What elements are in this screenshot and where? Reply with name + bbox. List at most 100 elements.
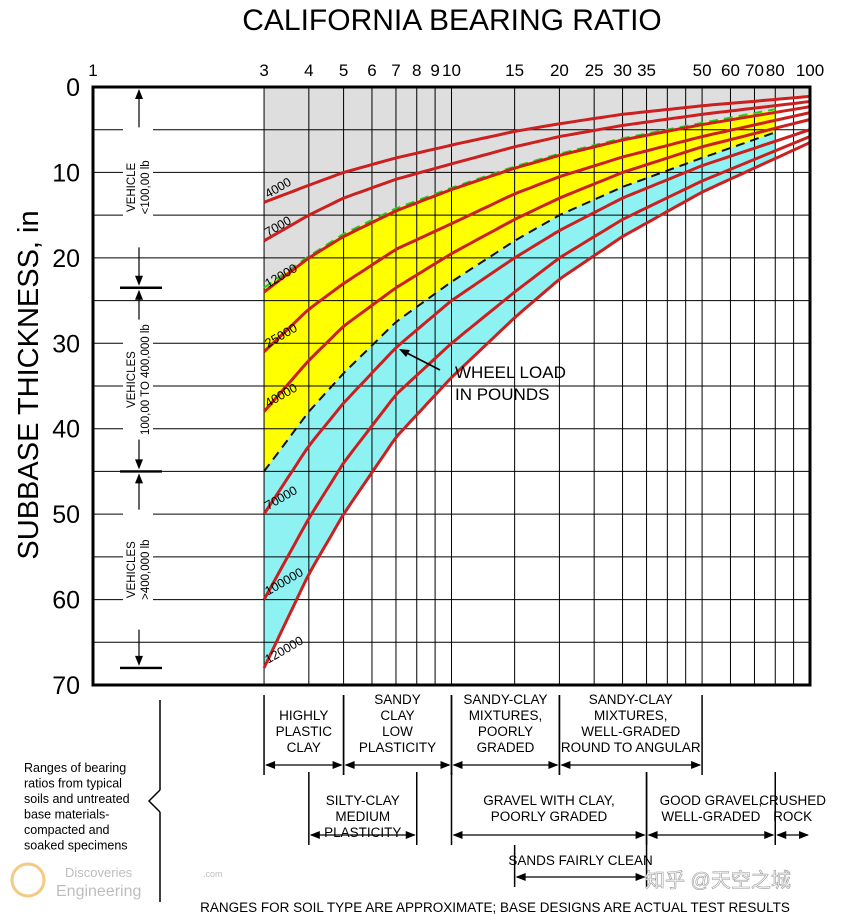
soil-range-label: MEDIUM bbox=[335, 809, 390, 824]
soil-range-arrowhead-left bbox=[515, 873, 526, 881]
range-arrowhead-up bbox=[135, 473, 143, 484]
x-tick-label: 80 bbox=[766, 61, 785, 80]
soil-range-row2: GOOD GRAVEL,WELL-GRADED bbox=[645, 772, 777, 845]
soil-range-label: SANDY bbox=[374, 692, 421, 707]
x-tick-label: 9 bbox=[430, 61, 439, 80]
grid bbox=[93, 87, 811, 685]
soil-range-label: CLAY bbox=[287, 740, 321, 755]
soil-range-label: PLASTICITY bbox=[359, 740, 436, 755]
vehicle-range-line1: VEHICLES bbox=[126, 541, 138, 598]
x-tick-label: 60 bbox=[721, 61, 740, 80]
vehicle-range-label-bg bbox=[123, 127, 153, 248]
y-tick-label: 60 bbox=[52, 587, 80, 615]
soil-range-label: PLASTIC bbox=[276, 724, 333, 739]
vehicle-range-line1: VEHICLES bbox=[126, 351, 138, 408]
x-tick-label: 8 bbox=[412, 61, 421, 80]
soil-range-label: POORLY bbox=[478, 724, 533, 739]
vehicle-range-line2: <100,00 lb bbox=[140, 160, 152, 214]
y-tick-labels: 0 10 20 30 40 50 60 70 bbox=[52, 74, 80, 700]
y-tick-label: 20 bbox=[52, 245, 80, 273]
soil-range-label: GRADED bbox=[477, 740, 535, 755]
soil-range-label: ROUND TO ANGULAR bbox=[561, 740, 701, 755]
vehicle-range-label-bg bbox=[123, 509, 153, 630]
x-tick-label: 5 bbox=[339, 61, 348, 80]
range-arrowhead-up bbox=[135, 89, 143, 99]
soil-range-label: CLAY bbox=[380, 708, 414, 723]
series-line-12000 bbox=[263, 105, 811, 294]
soil-range-row3: SANDS FAIRLY CLEAN bbox=[508, 845, 653, 887]
watermark-left-line1: Discoveries bbox=[65, 865, 133, 880]
soil-range-label: CRUSHED bbox=[759, 793, 826, 808]
soil-range-arrowhead-right bbox=[799, 831, 809, 839]
y-tick-label: 40 bbox=[52, 416, 80, 444]
x-tick-label: 15 bbox=[505, 61, 524, 80]
range-arrowhead-up bbox=[135, 289, 143, 300]
soil-range-arrowhead-left bbox=[560, 761, 571, 769]
series-line-4000 bbox=[263, 94, 811, 204]
note-brace-tip bbox=[147, 789, 161, 813]
boundary-line-400k bbox=[263, 131, 776, 472]
vehicle-range-label-bg bbox=[123, 319, 153, 440]
wheel-load-annotation: WHEEL LOAD IN POUNDS bbox=[399, 349, 566, 404]
soil-range-arrowhead-right bbox=[440, 761, 451, 769]
gray-region bbox=[264, 87, 810, 203]
soil-range-arrowhead-right bbox=[405, 831, 416, 839]
soil-range-label: SANDS FAIRLY CLEAN bbox=[508, 853, 652, 868]
series-line-100000 bbox=[262, 135, 811, 601]
soil-ranges: Ranges of bearing ratios from typicalsoil… bbox=[24, 692, 826, 914]
soil-range-arrowhead-right bbox=[635, 873, 646, 881]
x-tick-label: 100 bbox=[796, 61, 824, 80]
x-tick-label: 7 bbox=[391, 61, 400, 80]
watermark-left: Discoveries .com Engineering bbox=[10, 862, 223, 900]
annotation-line2: IN POUNDS bbox=[455, 385, 549, 404]
soil-range-arrowhead-right bbox=[691, 761, 702, 769]
cyan-region bbox=[264, 132, 776, 668]
soil-note-line: soils and untreated bbox=[24, 792, 130, 806]
soil-range-arrowhead-right bbox=[548, 761, 559, 769]
soil-note-line: compacted and bbox=[24, 823, 110, 837]
x-tick-label: 20 bbox=[550, 61, 569, 80]
soil-range-label: SANDY-CLAY bbox=[589, 692, 673, 707]
soil-range-arrowhead-left bbox=[265, 761, 276, 769]
vehicle-range-line2: >400,000 lb bbox=[140, 539, 152, 599]
soil-range-label: PLASTICITY bbox=[324, 825, 401, 840]
series-line-7000 bbox=[263, 100, 811, 243]
soil-note-line: base materials- bbox=[24, 808, 109, 822]
plot-border bbox=[91, 85, 812, 687]
soil-range-label: GRAVEL WITH CLAY, bbox=[483, 793, 615, 808]
series-line-70000 bbox=[262, 128, 811, 515]
soil-note-line: soaked specimens bbox=[24, 839, 128, 853]
series-line-25000 bbox=[262, 111, 811, 353]
soil-note-line: Ranges of bearing bbox=[24, 761, 126, 775]
yellow-region bbox=[264, 109, 776, 472]
soil-range-label: LOW bbox=[382, 724, 413, 739]
soil-range-label: SILTY-CLAY bbox=[326, 793, 400, 808]
soil-footer-note: RANGES FOR SOIL TYPE ARE APPROXIMATE; BA… bbox=[200, 900, 790, 914]
soil-range-arrowhead-left bbox=[309, 831, 320, 839]
soil-range-row2: GRAVEL WITH CLAY,POORLY GRADED bbox=[450, 772, 648, 845]
soil-range-arrowhead-right bbox=[764, 831, 775, 839]
soil-range-label: HIGHLY bbox=[279, 708, 328, 723]
plot-frame bbox=[91, 85, 812, 687]
watermark-left-suffix: .com bbox=[203, 869, 223, 879]
x-tick-labels: 1 3 4 5 6 7 8 9 10 15 20 25 30 35 50 60 70 80 100 bbox=[88, 61, 824, 80]
range-arrowhead-down bbox=[135, 459, 143, 470]
x-tick-label: 50 bbox=[693, 61, 712, 80]
soil-range-arrowhead-left bbox=[647, 831, 658, 839]
y-tick-label: 50 bbox=[52, 501, 80, 529]
x-tick-label: 3 bbox=[259, 61, 268, 80]
range-arrowhead-down bbox=[135, 275, 143, 286]
x-tick-label: 70 bbox=[745, 61, 764, 80]
soil-note: Ranges of bearing ratios from typicalsoil… bbox=[24, 761, 130, 853]
soil-range-label: ROCK bbox=[773, 809, 812, 824]
chart-title: CALIFORNIA BEARING RATIO bbox=[242, 4, 662, 37]
x-tick-label: 4 bbox=[304, 61, 313, 80]
vehicle-range-line2: 100,00 TO 400,000 lb bbox=[140, 324, 152, 435]
